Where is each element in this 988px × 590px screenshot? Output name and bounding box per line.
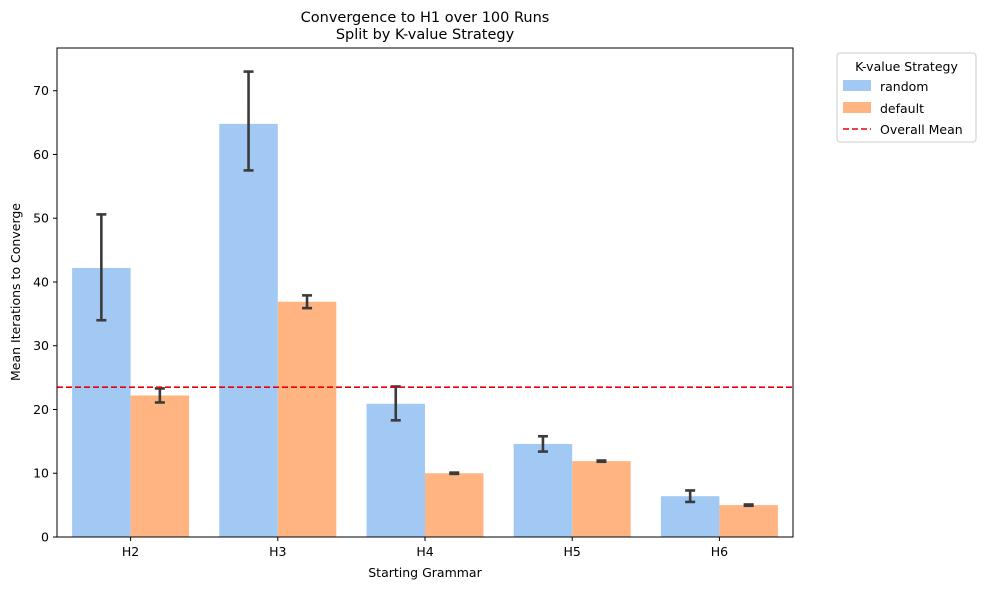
x-axis-label: Starting Grammar [368, 565, 482, 580]
errorbars-layer [96, 70, 754, 508]
x-tick-label-h5: H5 [564, 544, 581, 559]
errorbar-random-h5 [537, 434, 548, 453]
bar-default-h4 [425, 473, 484, 537]
y-tick-label-60: 60 [33, 147, 49, 162]
y-tick-label-40: 40 [33, 274, 49, 289]
legend-label-default: default [880, 101, 924, 116]
errorbar-default-h5 [596, 459, 607, 464]
errorbar-default-h3 [302, 294, 313, 310]
bar-default-h2 [130, 395, 190, 537]
legend: K-value Strategy random default Overall … [836, 52, 977, 143]
y-tick-label-10: 10 [33, 466, 49, 481]
x-tick-label-h6: H6 [711, 544, 728, 559]
legend-swatch-random [843, 80, 871, 91]
legend-label-overall-mean: Overall Mean [880, 122, 963, 137]
bar-random-h5 [513, 443, 573, 537]
y-tick-label-0: 0 [41, 530, 49, 545]
errorbar-random-h3 [243, 70, 254, 172]
x-tick-label-h3: H3 [269, 544, 286, 559]
legend-title: K-value Strategy [855, 59, 958, 74]
bar-random-h4 [366, 403, 425, 537]
x-tick-label-h4: H4 [416, 544, 433, 559]
x-tick-label-h2: H2 [122, 544, 139, 559]
chart-title: Convergence to H1 over 100 Runs [301, 10, 550, 26]
y-tick-label-20: 20 [33, 402, 49, 417]
bar-default-h3 [277, 301, 337, 537]
legend-label-random: random [880, 79, 928, 94]
y-tick-label-70: 70 [33, 83, 49, 98]
y-axis-label: Mean Iterations to Converge [8, 203, 23, 381]
bars-layer [72, 123, 778, 537]
y-tick-label-50: 50 [33, 211, 49, 226]
x-axis: H2 H3 H4 H5 H6 [122, 537, 728, 559]
errorbar-default-h2 [154, 387, 165, 404]
bar-default-h6 [719, 505, 778, 537]
y-tick-label-30: 30 [33, 338, 49, 353]
errorbar-default-h4 [449, 471, 460, 476]
legend-box [836, 52, 977, 143]
bar-random-h3 [219, 123, 278, 537]
legend-swatch-default [843, 102, 871, 113]
chart-subtitle: Split by K-value Strategy [336, 27, 515, 43]
y-axis: 0 10 20 30 40 50 60 70 [33, 83, 57, 545]
errorbar-random-h6 [685, 489, 696, 504]
errorbar-default-h6 [743, 503, 754, 508]
errorbar-random-h2 [96, 213, 107, 322]
bar-default-h5 [572, 461, 631, 537]
